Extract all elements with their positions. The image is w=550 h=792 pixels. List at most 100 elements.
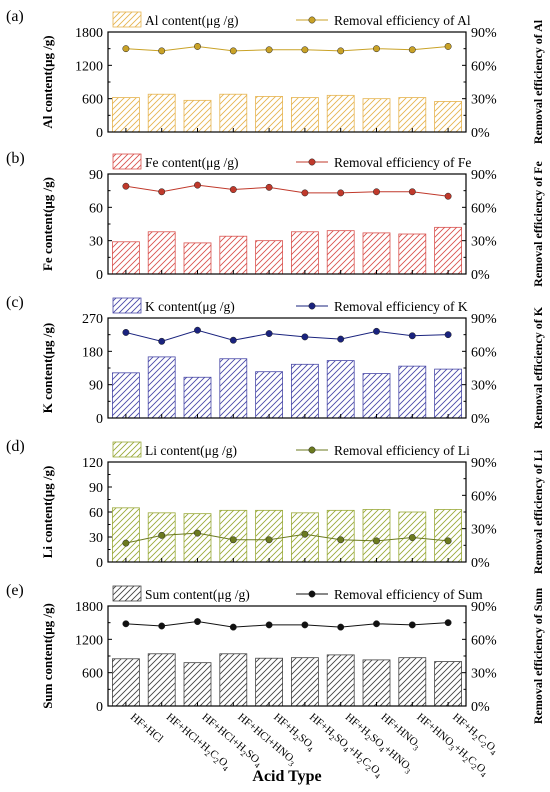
removal-efficiency-line <box>125 329 449 342</box>
bar-8 <box>362 98 391 133</box>
y-tick-label: 1800 <box>75 26 103 41</box>
y2-tick-label: 30% <box>471 667 497 682</box>
efficiency-point-9 <box>408 534 416 542</box>
efficiency-point-5 <box>265 621 273 629</box>
bar-legend-label: Al content(μg /g) <box>145 13 238 28</box>
efficiency-point-4 <box>229 336 237 344</box>
y-axis-label: Li content(μg /g) <box>40 466 55 559</box>
bar-5 <box>255 509 284 563</box>
efficiency-point-7 <box>337 189 345 197</box>
bar-legend-label: K content(μg /g) <box>145 299 235 314</box>
bar-10 <box>434 226 463 275</box>
y-axis-label: K content(μg /g) <box>40 323 55 413</box>
y-tick-label: 120 <box>82 456 103 471</box>
efficiency-point-3 <box>194 42 201 50</box>
bar-3 <box>183 376 212 419</box>
efficiency-point-3 <box>194 529 201 537</box>
y-tick-label: 90 <box>89 379 103 394</box>
y2-tick-label: 0% <box>471 126 490 141</box>
y2-axis-label: Removal efficiency of Al <box>531 19 545 144</box>
efficiency-point-1 <box>122 620 130 628</box>
bar-legend-swatch <box>112 153 142 170</box>
efficiency-point-10 <box>444 537 452 545</box>
panel-c: 0 90 180 270 0% 30% 60% 90% (c) K content(μg /g) R… <box>6 294 545 429</box>
efficiency-point-4 <box>229 47 237 55</box>
bar-10 <box>434 368 463 419</box>
removal-efficiency-line <box>125 184 449 197</box>
x-tick-label: HF+HCl <box>128 711 165 745</box>
efficiency-point-6 <box>301 189 309 197</box>
y2-tick-label: 30% <box>471 523 497 538</box>
bar-7 <box>326 94 355 133</box>
y2-axis-label: Removal efficiency of Sum <box>531 588 545 724</box>
y-tick-label: 60 <box>89 506 103 521</box>
efficiency-point-9 <box>408 621 416 629</box>
efficiency-point-3 <box>194 618 201 626</box>
bar-1 <box>112 372 140 419</box>
y-tick-label: 600 <box>82 93 103 108</box>
removal-efficiency-line <box>125 45 449 52</box>
bar-legend-label: Sum content(μg /g) <box>145 587 250 602</box>
bar-10 <box>434 101 463 133</box>
efficiency-point-7 <box>337 335 345 343</box>
y-tick-label: 30 <box>89 235 103 250</box>
y2-axis-label: Removal efficiency of K <box>531 306 545 429</box>
efficiency-point-4 <box>229 623 237 631</box>
efficiency-point-2 <box>158 337 166 345</box>
y-tick-label: 180 <box>82 345 103 360</box>
panel-label: (b) <box>6 150 25 167</box>
removal-efficiency-line <box>125 621 449 628</box>
y-tick-label: 0 <box>96 412 103 427</box>
y2-tick-label: 0% <box>471 556 490 571</box>
y2-tick-label: 90% <box>471 26 497 41</box>
efficiency-point-5 <box>265 46 273 54</box>
bar-3 <box>183 99 212 133</box>
y2-tick-label: 90% <box>471 168 497 183</box>
y-tick-label: 1200 <box>75 633 103 648</box>
efficiency-point-7 <box>337 47 345 55</box>
bar-legend-swatch <box>112 11 142 28</box>
y-tick-label: 0 <box>96 268 103 283</box>
x-axis-label: Acid Type <box>252 768 321 785</box>
panel-d: 0 30 60 90 120 0% 30% 60% 90% (d) Li content(μg /g… <box>6 438 545 574</box>
efficiency-point-10 <box>444 192 452 200</box>
efficiency-point-2 <box>158 188 166 196</box>
bar-7 <box>326 360 355 419</box>
y2-tick-label: 60% <box>471 201 497 216</box>
efficiency-point-7 <box>337 536 345 544</box>
removal-efficiency-line <box>125 532 449 544</box>
y2-tick-label: 90% <box>471 312 497 327</box>
bar-10 <box>434 509 463 563</box>
bar-1 <box>112 241 140 275</box>
line-legend-marker <box>308 158 316 166</box>
panel-e: 0 600 1200 1800 0% 30% 60% 90% (e) Sum content(μg… <box>6 582 545 724</box>
bar-5 <box>255 657 284 707</box>
y-tick-label: 90 <box>89 168 103 183</box>
y-tick-label: 0 <box>96 556 103 571</box>
efficiency-point-4 <box>229 186 237 194</box>
bar-9 <box>398 657 427 707</box>
efficiency-point-2 <box>158 531 166 539</box>
x-axis: HF+HClHF+HCl+H2C2O4HF+HCl+H2SO4HF+HCl+HN… <box>128 711 497 785</box>
y2-tick-label: 30% <box>471 93 497 108</box>
efficiency-point-3 <box>194 181 201 189</box>
line-legend-label: Removal efficiency of Fe <box>334 155 471 170</box>
efficiency-point-2 <box>158 47 166 55</box>
bar-9 <box>398 97 427 133</box>
bar-5 <box>255 371 284 419</box>
bar-4 <box>219 653 248 707</box>
bar-8 <box>362 232 391 275</box>
y-tick-label: 90 <box>89 481 103 496</box>
efficiency-point-8 <box>373 327 380 335</box>
bar-8 <box>362 659 391 707</box>
bar-7 <box>326 654 355 707</box>
efficiency-point-6 <box>301 333 309 341</box>
efficiency-point-10 <box>444 619 452 627</box>
bar-9 <box>398 233 427 275</box>
y-tick-label: 0 <box>96 126 103 141</box>
y-tick-label: 1800 <box>75 600 103 615</box>
efficiency-point-8 <box>373 620 380 628</box>
y2-tick-label: 0% <box>471 412 490 427</box>
x-tick-label: HF+HCl+H2C2O4 <box>162 711 232 773</box>
